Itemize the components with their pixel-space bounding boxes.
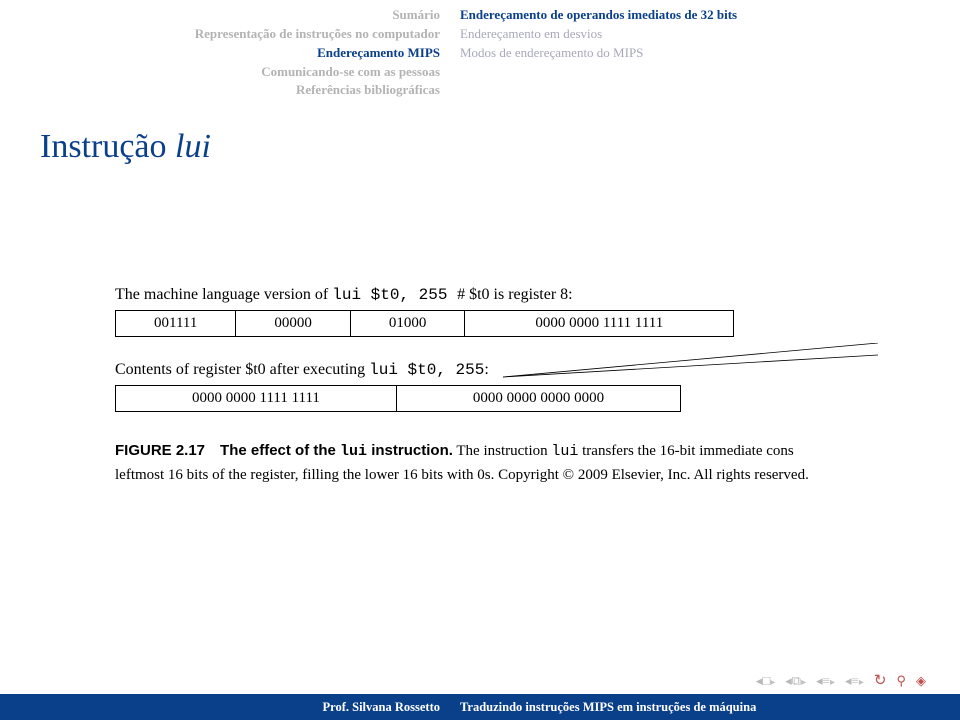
encoding-cell: 001111 — [116, 311, 236, 337]
nav-right: Endereçamento de operandos imediatos de … — [460, 6, 960, 100]
slide-content: The machine language version of lui $t0,… — [0, 166, 960, 486]
nav-item[interactable]: Referências bibliográficas — [0, 81, 440, 100]
nav-item[interactable]: Sumário — [0, 6, 440, 25]
result-table: 0000 0000 1111 1111 0000 0000 0000 0000 — [115, 385, 681, 412]
help-icon[interactable]: ◈ — [916, 673, 926, 689]
encoding-table: 001111 00000 01000 0000 0000 1111 1111 — [115, 310, 734, 337]
register-contents-line: Contents of register $t0 after executing… — [115, 361, 960, 379]
machine-language-line: The machine language version of lui $t0,… — [115, 286, 960, 304]
encoding-cell: 00000 — [236, 311, 351, 337]
header-nav: Sumário Representação de instruções no c… — [0, 0, 960, 110]
slide-nav-icons: ◂□▸ ◂⧉▸ ◂≡▸ ◂≡▸ ↻ ⚲ ◈ — [756, 671, 926, 690]
nav-prev-icon[interactable]: ◂⧉▸ — [785, 673, 806, 689]
encoding-cell: 0000 0000 1111 1111 — [465, 311, 734, 337]
nav-first-icon[interactable]: ◂□▸ — [756, 673, 775, 689]
footer-title: Traduzindo instruções MIPS em instruções… — [460, 700, 960, 715]
nav-subitem-active[interactable]: Endereçamento de operandos imediatos de … — [460, 6, 960, 25]
nav-left: Sumário Representação de instruções no c… — [0, 6, 460, 100]
footer-bar: Prof. Silvana Rossetto Traduzindo instru… — [0, 694, 960, 720]
footer-author: Prof. Silvana Rossetto — [0, 700, 460, 715]
nav-item[interactable]: Representação de instruções no computado… — [0, 25, 440, 44]
refresh-icon[interactable]: ↻ — [874, 671, 887, 690]
search-icon[interactable]: ⚲ — [896, 673, 906, 689]
result-cell: 0000 0000 1111 1111 — [116, 386, 397, 412]
nav-item[interactable]: Comunicando-se com as pessoas — [0, 63, 440, 82]
result-cell: 0000 0000 0000 0000 — [396, 386, 680, 412]
nav-subitem[interactable]: Modos de endereçamento do MIPS — [460, 44, 960, 63]
encoding-cell: 01000 — [350, 311, 465, 337]
figure-caption: FIGURE 2.17 The effect of the lui instru… — [115, 440, 960, 486]
nav-back-icon[interactable]: ◂≡▸ — [816, 673, 835, 689]
nav-item-active[interactable]: Endereçamento MIPS — [0, 44, 440, 63]
slide-title: Instrução lui — [0, 110, 960, 166]
nav-next-icon[interactable]: ◂≡▸ — [845, 673, 864, 689]
nav-subitem[interactable]: Endereçamento em desvios — [460, 25, 960, 44]
